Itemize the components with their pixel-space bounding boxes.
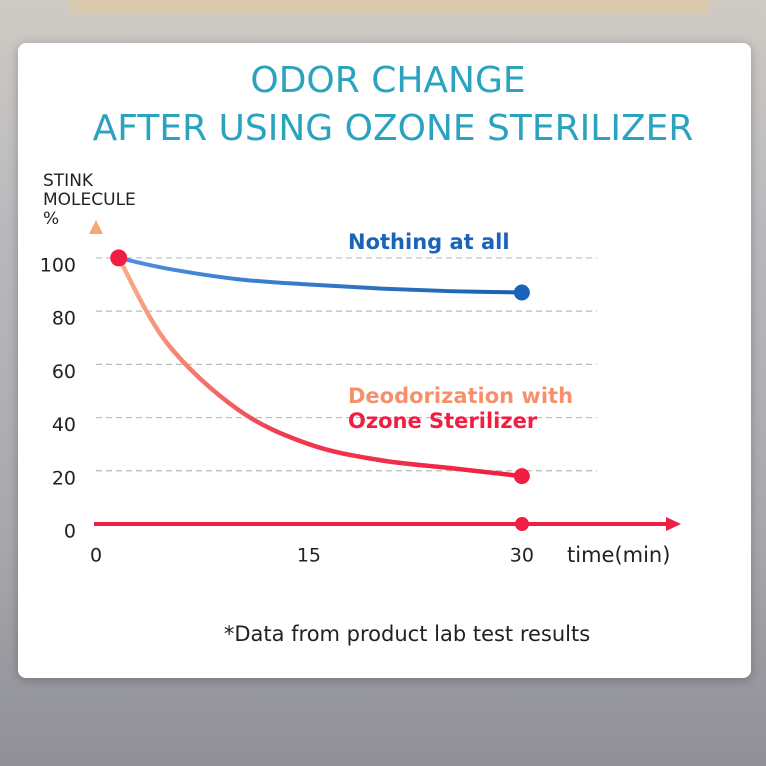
x-axis-arrow (666, 517, 681, 531)
legend-label: Deodorization with Ozone Sterilizer (348, 384, 593, 434)
y-tick-label: 60 (52, 361, 76, 383)
x-axis-label: time(min) (567, 543, 670, 567)
y-axis-arrow (89, 220, 103, 234)
y-tick-label: 80 (52, 308, 76, 330)
y-axis-label: MOLECULE (43, 190, 136, 210)
chart-title: ODOR CHANGE (250, 60, 525, 101)
series-line (116, 255, 524, 295)
end-marker (513, 284, 530, 301)
y-axis-label: STINK (43, 171, 94, 191)
note: *Data from product lab test results (224, 622, 590, 646)
y-tick-label: 100 (40, 254, 76, 276)
legend-label: Nothing at all (348, 230, 510, 254)
end-marker (513, 468, 530, 485)
y-tick-label: 0 (64, 521, 76, 543)
y-axis-label: % (43, 209, 59, 229)
series-line (116, 255, 525, 479)
y-tick-label: 20 (52, 467, 76, 489)
x-tick-label: 30 (510, 545, 534, 567)
axis-dot (515, 517, 529, 531)
x-tick-label: 0 (90, 545, 102, 567)
background-strip (70, 0, 710, 14)
card (18, 43, 751, 678)
chart-title: AFTER USING OZONE STERILIZER (93, 108, 694, 149)
y-tick-label: 40 (52, 414, 76, 436)
start-marker (110, 249, 128, 267)
x-tick-label: 15 (297, 545, 321, 567)
